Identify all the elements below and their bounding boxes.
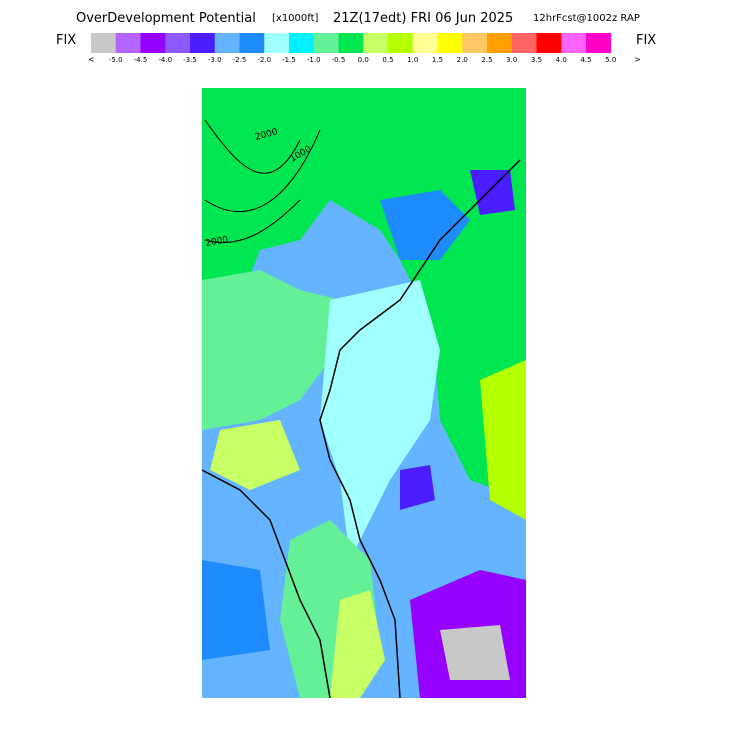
high-arrow: >	[634, 55, 641, 64]
color-box	[165, 33, 191, 53]
coastline	[202, 469, 331, 698]
colorbar-label: 2.5	[481, 56, 492, 64]
fix-right: FIX	[636, 33, 656, 48]
color-box	[91, 33, 117, 53]
color-box	[536, 33, 562, 53]
field-patch	[330, 590, 385, 698]
map: 2000 1000 2000	[202, 88, 526, 698]
colorbar-label: 5.0	[605, 56, 616, 64]
coastline	[319, 159, 521, 698]
color-box	[338, 33, 364, 53]
color-box	[586, 33, 612, 53]
colorbar-label: 4.5	[580, 56, 591, 64]
color-box	[487, 33, 513, 53]
color-box	[437, 33, 463, 53]
title: OverDevelopment Potential	[76, 11, 256, 26]
colorbar-label: -3.0	[208, 56, 222, 64]
colorbar-label: 4.0	[556, 56, 567, 64]
contour-label: 2000	[205, 235, 230, 249]
field-patch	[202, 560, 270, 660]
units: [x1000ft]	[272, 13, 319, 24]
colorbar: -5.0 -4.5 -4.0 -3.5 -3.0 -2.5 -2.0 -1.5 -1.0 -0.5…	[91, 33, 616, 64]
colorbar-label: 1.5	[432, 56, 443, 64]
color-box	[363, 33, 389, 53]
colorbar-label: 3.5	[531, 56, 542, 64]
colorbar-label: 3.0	[506, 56, 517, 64]
field-sea	[320, 280, 440, 560]
valid-time: 21Z(17edt) FRI 06 Jun 2025	[333, 11, 513, 26]
field-patch	[400, 465, 435, 510]
colorbar-label: -1.5	[282, 56, 296, 64]
color-box	[264, 33, 290, 53]
colorbar-label: -4.0	[158, 56, 172, 64]
colorbar-label: -4.5	[134, 56, 148, 64]
color-box	[561, 33, 587, 53]
field-patch	[470, 170, 515, 215]
low-arrow: <	[88, 55, 95, 64]
field-patch	[480, 360, 526, 520]
field-patch	[202, 270, 340, 430]
colorbar-label: -0.5	[332, 56, 346, 64]
color-box	[115, 33, 141, 53]
colorbar-label: 1.0	[407, 56, 418, 64]
forecast: 12hrFcst@1002z RAP	[533, 13, 640, 24]
field-patch	[210, 420, 300, 490]
colorbar-label: -5.0	[109, 56, 123, 64]
colorbar-label: 0.0	[358, 56, 369, 64]
contour	[204, 119, 321, 244]
colorbar-label: 0.5	[382, 56, 393, 64]
color-box	[511, 33, 537, 53]
color-box	[388, 33, 414, 53]
field-patch	[440, 625, 510, 680]
colorbar-label: -2.5	[233, 56, 247, 64]
colorbar-label: -1.0	[307, 56, 321, 64]
color-box	[462, 33, 488, 53]
color-box	[239, 33, 265, 53]
colorbar-label: 2.0	[457, 56, 468, 64]
color-box	[313, 33, 339, 53]
colorbar-label: -2.0	[257, 56, 271, 64]
color-box	[214, 33, 240, 53]
color-box	[190, 33, 216, 53]
fix-left: FIX	[56, 33, 76, 48]
colorbar-label: -3.5	[183, 56, 197, 64]
field-patch	[380, 190, 470, 260]
color-box	[412, 33, 438, 53]
color-box	[140, 33, 166, 53]
color-box	[289, 33, 315, 53]
